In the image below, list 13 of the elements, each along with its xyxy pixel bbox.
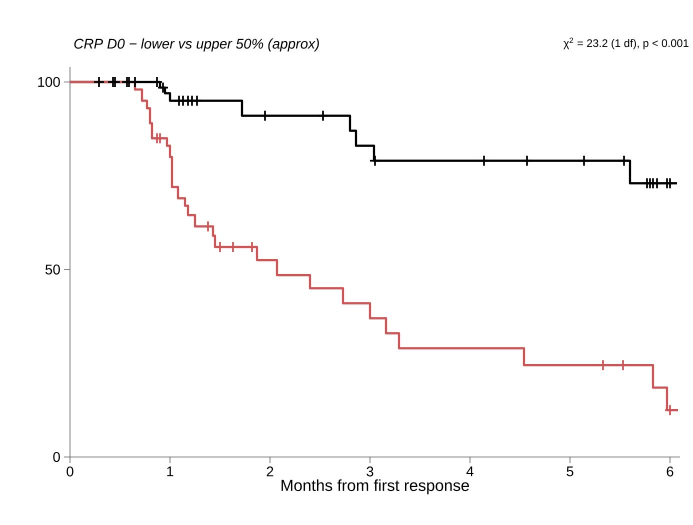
- x-tick-label: 5: [566, 466, 574, 476]
- text: χ$^{2}$ = 23.2 (1 df), p < 0.001: [564, 38, 688, 50]
- y-tick-label: 100: [38, 77, 60, 87]
- x-tick-label: 6: [666, 466, 674, 476]
- y-tick-label: 50: [45, 264, 60, 274]
- x-tick-label: 0: [66, 466, 74, 476]
- x-tick-label: 3: [366, 466, 374, 476]
- x-tick-label: 1: [167, 466, 174, 476]
- x-tick-label: 4: [466, 466, 474, 476]
- x-axis-title: Months from first response: [282, 479, 469, 494]
- chart-title: CRP D0 − lower vs upper 50% (approx): [74, 38, 319, 52]
- y-tick-label: 0: [53, 452, 60, 462]
- x-tick-label: 2: [266, 466, 274, 476]
